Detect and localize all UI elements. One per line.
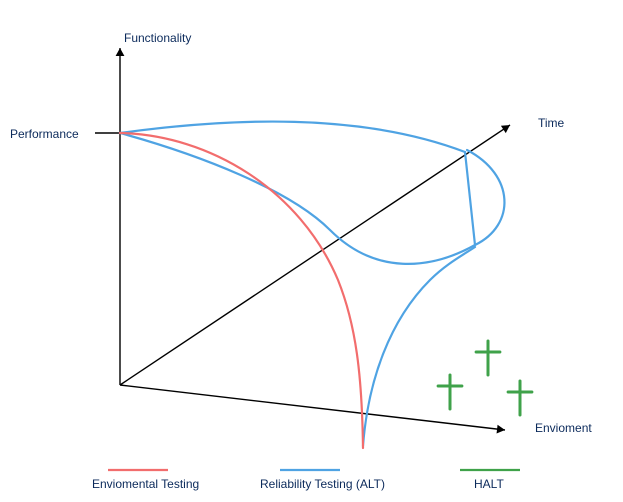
performance-axis-label: Performance: [10, 127, 79, 141]
cross-icon: [508, 381, 532, 415]
legend: Enviomental Testing Reliability Testing (…: [92, 470, 520, 491]
time-axis-label: Time: [538, 116, 565, 130]
environmental-testing-curve: [120, 133, 363, 448]
cross-icon: [476, 341, 500, 375]
legend-item: HALT: [460, 470, 520, 491]
legend-item: Reliability Testing (ALT): [260, 470, 385, 491]
legend-label: Enviomental Testing: [92, 477, 199, 491]
y-axis: [116, 48, 125, 385]
legend-label: HALT: [474, 477, 504, 491]
halt-markers: [438, 341, 532, 415]
legend-item: Enviomental Testing: [92, 470, 199, 491]
environment-axis: [120, 385, 505, 433]
legend-label: Reliability Testing (ALT): [260, 477, 385, 491]
reliability-testing-curve: [120, 122, 504, 446]
cross-icon: [438, 375, 462, 409]
environment-axis-label: Envioment: [535, 421, 592, 435]
functionality-axis-label: Functionality: [124, 31, 191, 45]
